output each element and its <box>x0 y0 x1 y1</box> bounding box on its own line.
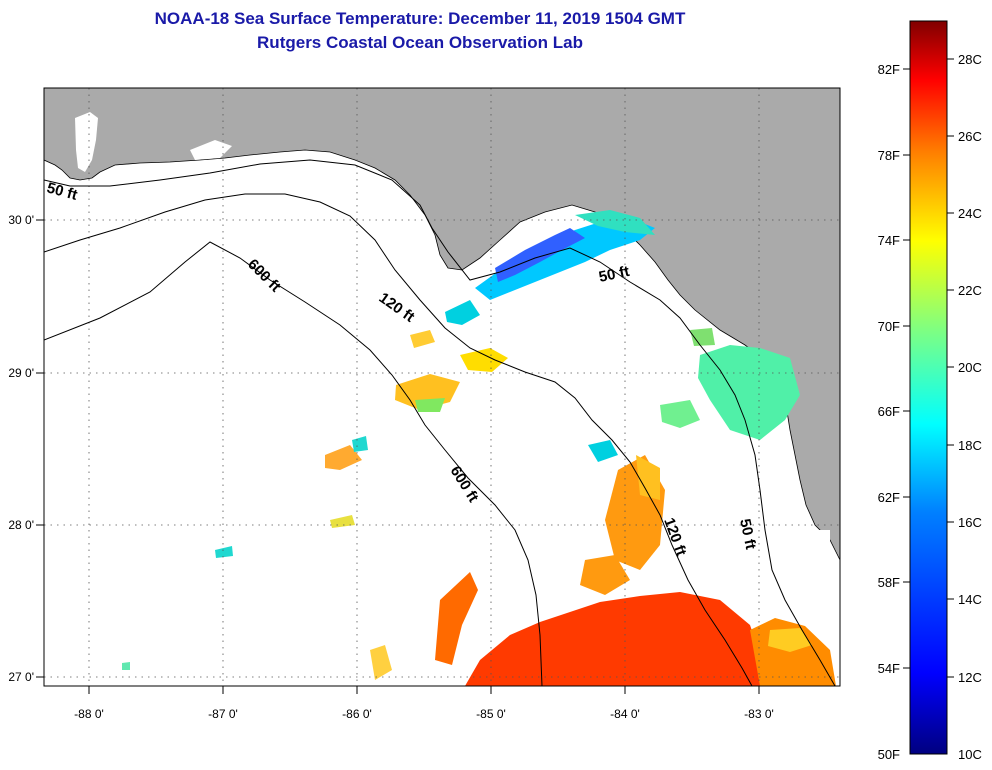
bathymetry-contours <box>44 159 836 686</box>
sst-overlay <box>122 210 836 686</box>
colorbar <box>909 20 948 755</box>
colorbar-f-label: 78F <box>878 148 900 163</box>
bay <box>190 140 232 160</box>
bay <box>75 112 98 172</box>
tick-marks <box>36 219 760 694</box>
lat-label: 30 0' <box>8 213 34 227</box>
colorbar-c-label: 26C <box>958 129 982 144</box>
lon-label: -83 0' <box>744 707 774 721</box>
contour-50ft <box>44 159 836 686</box>
colorbar-c-label: 14C <box>958 592 982 607</box>
colorbar-f-label: 62F <box>878 490 900 505</box>
contour-120ft <box>44 193 753 686</box>
land-mass <box>44 88 840 561</box>
colorbar-c-label: 16C <box>958 515 982 530</box>
lon-label: -84 0' <box>610 707 640 721</box>
colorbar-f-label: 74F <box>878 233 900 248</box>
colorbar-f-label: 66F <box>878 404 900 419</box>
contour-600ft <box>44 241 543 686</box>
lon-label: -86 0' <box>342 707 372 721</box>
lon-label: -85 0' <box>476 707 506 721</box>
colorbar-c-label: 20C <box>958 360 982 375</box>
colorbar-f-label: 58F <box>878 575 900 590</box>
lat-label: 27 0' <box>8 670 34 684</box>
lat-label: 29 0' <box>8 366 34 380</box>
lon-label: -87 0' <box>208 707 238 721</box>
colorbar-f-label: 70F <box>878 319 900 334</box>
map-subtitle: Rutgers Coastal Ocean Observation Lab <box>257 33 583 52</box>
colorbar-f-label: 54F <box>878 661 900 676</box>
contour-label: 50 ft <box>597 263 631 286</box>
colorbar-f-labels: 82F 78F 74F 70F 66F 62F 58F 54F 50F <box>878 62 900 762</box>
contour-label: 50 ft <box>736 517 759 551</box>
colorbar-c-label: 12C <box>958 670 982 685</box>
map-title: NOAA-18 Sea Surface Temperature: Decembe… <box>154 9 686 28</box>
graticule <box>44 88 840 686</box>
colorbar-c-label: 10C <box>958 747 982 762</box>
colorbar-c-label: 18C <box>958 438 982 453</box>
lake <box>800 530 830 560</box>
lat-label: 28 0' <box>8 518 34 532</box>
colorbar-f-label: 82F <box>878 62 900 77</box>
map-frame <box>43 87 841 687</box>
lon-label: -88 0' <box>74 707 104 721</box>
colorbar-ticks <box>903 58 954 678</box>
axis-labels: -88 0' -87 0' -86 0' -85 0' -84 0' -83 0… <box>8 213 773 721</box>
colorbar-c-label: 24C <box>958 206 982 221</box>
colorbar-c-label: 28C <box>958 52 982 67</box>
colorbar-c-label: 22C <box>958 283 982 298</box>
colorbar-c-labels: 28C 26C 24C 22C 20C 18C 16C 14C 12C 10C <box>958 52 982 762</box>
colorbar-f-label: 50F <box>878 747 900 762</box>
